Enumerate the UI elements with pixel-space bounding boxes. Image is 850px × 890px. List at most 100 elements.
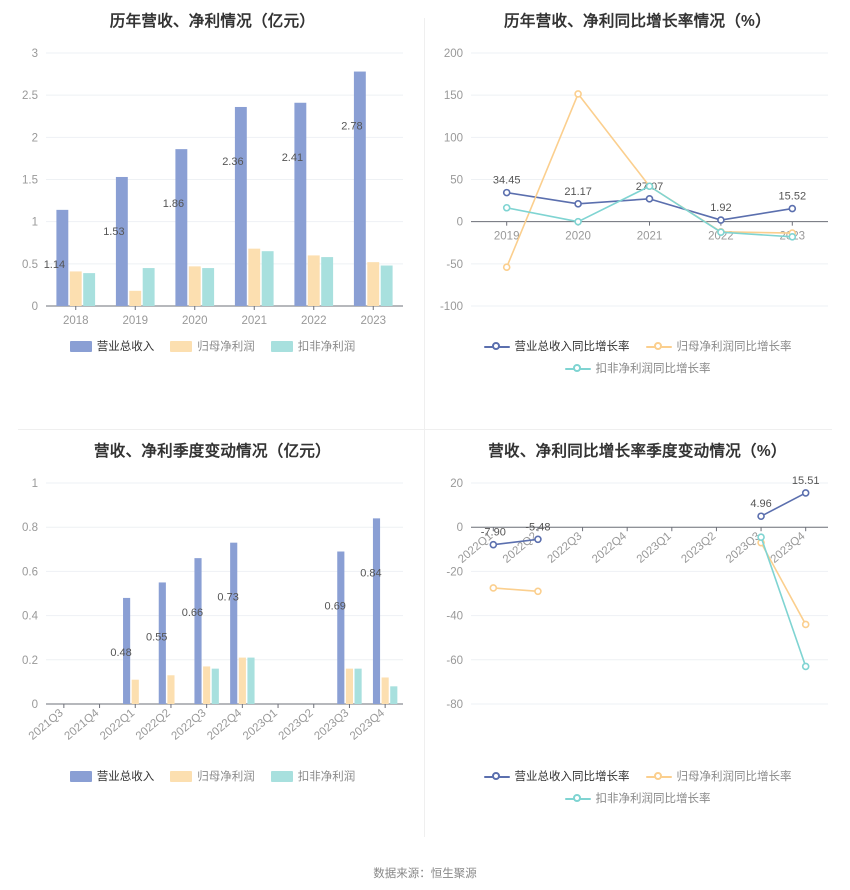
legend-label: 归母净利润: [197, 771, 255, 783]
legend-label: 归母净利润同比增长率: [676, 341, 792, 353]
legend-item[interactable]: 归母净利润: [170, 768, 255, 784]
legend-label: 营业总收入: [96, 771, 155, 783]
svg-text:0.4: 0.4: [22, 611, 39, 623]
legend-line-marker-icon: [564, 363, 591, 373]
svg-text:0: 0: [32, 301, 38, 313]
svg-text:2023Q4: 2023Q4: [769, 530, 809, 566]
svg-text:-80: -80: [446, 699, 463, 711]
svg-text:2023Q3: 2023Q3: [312, 707, 351, 743]
svg-text:2022Q2: 2022Q2: [134, 707, 173, 743]
svg-text:2023Q1: 2023Q1: [635, 530, 674, 566]
svg-text:2022: 2022: [708, 231, 734, 243]
chart-title-quarterly-growth: 营收、净利同比增长率季度变动情况（%）: [488, 443, 787, 460]
legend-item[interactable]: 营业总收入同比增长率: [483, 768, 630, 784]
legend-item[interactable]: 营业总收入: [69, 338, 154, 354]
svg-text:4.96: 4.96: [750, 498, 771, 510]
svg-text:2: 2: [32, 132, 38, 144]
legend-item[interactable]: 归母净利润同比增长率: [645, 768, 792, 784]
legend-annual-growth: 营业总收入同比增长率 归母净利润同比增长率扣非净利润同比增长率: [425, 338, 850, 376]
svg-text:2.5: 2.5: [22, 90, 38, 102]
legend-item[interactable]: 扣非净利润: [270, 338, 356, 354]
legend-swatch-icon: [270, 340, 293, 352]
svg-text:1.53: 1.53: [103, 226, 124, 238]
legend-item[interactable]: 扣非净利润同比增长率: [564, 360, 711, 376]
svg-text:2022Q1: 2022Q1: [98, 707, 137, 743]
legend-item[interactable]: 扣非净利润同比增长率: [564, 790, 711, 806]
legend-line-marker-icon: [483, 771, 510, 781]
svg-text:100: 100: [444, 132, 463, 144]
svg-text:2.41: 2.41: [282, 152, 303, 164]
legend-label: 扣非净利润同比增长率: [595, 793, 711, 805]
svg-text:2.36: 2.36: [222, 156, 243, 168]
legend-label: 营业总收入同比增长率: [514, 341, 630, 353]
chart-annual-amount: 0 0.5 1 1.5 2 2.5 3 2018 2019 2020 2021 2022 2023 1.1…: [0, 31, 425, 336]
svg-text:2020: 2020: [565, 231, 591, 243]
svg-text:0.6: 0.6: [22, 566, 38, 578]
data-source-footer: 数据来源：恒生聚源: [373, 868, 477, 880]
svg-text:200: 200: [444, 48, 463, 60]
svg-text:1.92: 1.92: [710, 202, 731, 214]
panel-quarterly-growth: 营收、净利同比增长率季度变动情况（%） -80 -60 -40 -20 0 20 2022Q…: [425, 430, 850, 855]
svg-text:1.14: 1.14: [44, 259, 65, 271]
svg-text:2019: 2019: [122, 315, 148, 327]
legend-label: 扣非净利润: [297, 341, 356, 353]
chart-annual-growth: -100-50050100150200201920202021202220233…: [425, 31, 850, 336]
panel-annual-growth: 历年营收、净利同比增长率情况（%） -100 -50 0 50 100 150 200 201…: [425, 0, 850, 430]
svg-text:-7.90: -7.90: [481, 527, 506, 539]
svg-text:0.84: 0.84: [360, 567, 381, 579]
svg-text:2022Q3: 2022Q3: [545, 530, 584, 566]
svg-text:1.86: 1.86: [163, 198, 184, 210]
svg-text:-100: -100: [440, 301, 463, 313]
legend-item[interactable]: 归母净利润同比增长率: [645, 338, 792, 354]
svg-text:2022Q4: 2022Q4: [590, 530, 630, 566]
svg-text:1.5: 1.5: [22, 175, 38, 187]
svg-text:0.73: 0.73: [217, 592, 238, 604]
svg-text:0: 0: [457, 522, 463, 534]
svg-text:34.45: 34.45: [493, 175, 521, 187]
svg-text:0.8: 0.8: [22, 522, 38, 534]
svg-text:2021: 2021: [241, 315, 267, 327]
vertical-divider: [424, 18, 425, 837]
svg-text:-40: -40: [446, 611, 463, 623]
svg-text:2021Q4: 2021Q4: [62, 707, 102, 743]
svg-text:0.48: 0.48: [110, 647, 131, 659]
svg-text:15.52: 15.52: [779, 191, 807, 203]
legend-line-marker-icon: [483, 341, 510, 351]
svg-text:0.66: 0.66: [182, 607, 203, 619]
legend-item[interactable]: 营业总收入: [69, 768, 155, 784]
legend-item[interactable]: 扣非净利润: [270, 768, 356, 784]
chart-quarterly-growth: -80 -60 -40 -20 0 20 2022Q1 2022Q2 2022Q3 2022Q4 2…: [425, 461, 850, 766]
dashboard-grid: 历年营收、净利情况（亿元） 0 0.5 1 1.5 2 2.5 3 2018 2019 2020 2…: [0, 0, 850, 855]
svg-text:2023Q3: 2023Q3: [724, 530, 763, 566]
legend-item[interactable]: 营业总收入同比增长率: [483, 338, 630, 354]
legend-swatch-icon: [69, 770, 92, 782]
legend-swatch-icon: [170, 770, 193, 782]
legend-swatch-icon: [270, 770, 293, 782]
legend-line-marker-icon: [645, 341, 672, 351]
chart-title-annual-growth: 历年营收、净利同比增长率情况（%）: [504, 13, 771, 30]
svg-text:2021: 2021: [637, 231, 663, 243]
svg-text:2023Q1: 2023Q1: [241, 707, 280, 743]
svg-text:0.5: 0.5: [22, 259, 38, 271]
legend-item[interactable]: 归母净利润: [170, 338, 255, 354]
chart-quarterly-amount: 0 0.2 0.4 0.6 0.8 1 2021Q3 2021Q4 2022Q1 2022Q2 20…: [0, 461, 425, 766]
svg-text:2022Q4: 2022Q4: [205, 707, 245, 743]
svg-text:0: 0: [457, 217, 463, 229]
svg-text:2019: 2019: [494, 231, 520, 243]
svg-text:-20: -20: [446, 566, 463, 578]
legend-label: 归母净利润同比增长率: [676, 771, 792, 783]
svg-text:1: 1: [32, 478, 38, 490]
svg-text:0.55: 0.55: [146, 631, 167, 643]
svg-text:2022Q3: 2022Q3: [170, 707, 209, 743]
svg-text:2.78: 2.78: [341, 121, 362, 133]
svg-text:2023Q4: 2023Q4: [348, 707, 388, 743]
svg-text:3: 3: [32, 48, 38, 60]
svg-text:2020: 2020: [182, 315, 208, 327]
legend-label: 扣非净利润: [297, 771, 356, 783]
svg-text:21.17: 21.17: [564, 186, 592, 198]
chart-title-annual-amount: 历年营收、净利情况（亿元）: [109, 13, 316, 30]
legend-label: 营业总收入同比增长率: [514, 771, 630, 783]
legend-label: 扣非净利润同比增长率: [595, 363, 711, 375]
svg-text:0: 0: [32, 699, 38, 711]
svg-text:2022Q2: 2022Q2: [501, 530, 540, 566]
